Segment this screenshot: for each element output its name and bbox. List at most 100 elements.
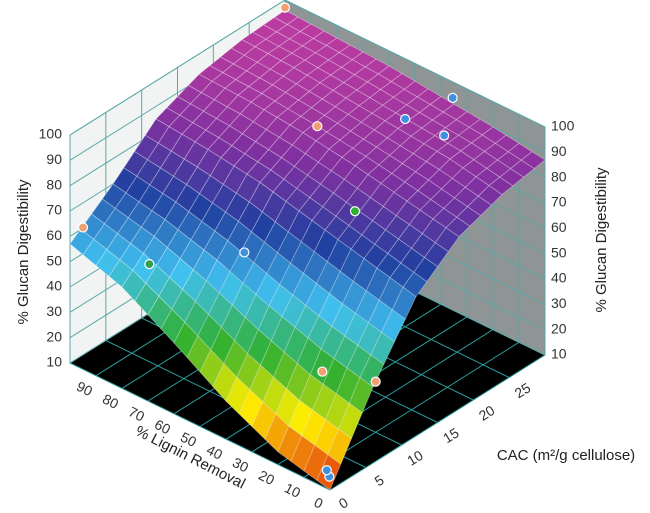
surface-patch [449, 150, 475, 169]
surface-patch [341, 280, 367, 314]
surface-patch [440, 177, 466, 199]
surface-patch [380, 309, 406, 343]
surface-patch [164, 201, 190, 231]
surface-patch [225, 376, 251, 415]
surface-patch [387, 238, 413, 264]
surface-patch [287, 99, 313, 117]
surface-patch [337, 224, 363, 250]
surface-patch [442, 103, 468, 121]
surface-patch [327, 52, 354, 68]
surface-patch [272, 178, 298, 203]
surface-patch [332, 178, 358, 203]
data-point [317, 366, 328, 377]
surface-patch [408, 209, 434, 235]
surface-patch [291, 132, 317, 155]
surface-patch [357, 322, 383, 356]
surface-patch [430, 188, 456, 209]
surface-patch [356, 81, 382, 99]
surface-patch [269, 60, 295, 77]
surface-patch [374, 229, 400, 255]
surface-patch [447, 134, 473, 152]
surface-patch [301, 409, 326, 446]
surface-patch [274, 92, 300, 110]
x-tick-label: 20 [256, 467, 277, 488]
surface-patch [425, 150, 451, 171]
surface-patch [231, 282, 257, 319]
z-tick-label-left: 50 [46, 252, 62, 268]
surface-patch [255, 272, 281, 307]
surface-patch [436, 142, 462, 160]
surface-patch [462, 159, 488, 178]
grid-line [69, 362, 331, 491]
surface-patch [358, 97, 384, 114]
surface-patch [408, 112, 434, 129]
surface-patch [190, 220, 216, 251]
surface-patch [216, 240, 242, 273]
z-tick-label-left: 10 [46, 354, 62, 370]
surface-patch [334, 97, 360, 115]
z-tick-label-left: 60 [46, 227, 62, 243]
z-tick-label-right: 10 [551, 346, 567, 362]
surface-patch [306, 67, 332, 84]
data-point [370, 376, 381, 387]
surface-patch [429, 96, 455, 113]
surface-patch [303, 444, 329, 482]
surface-patch [296, 174, 322, 199]
surface-patch [278, 38, 304, 54]
data-point [144, 259, 155, 270]
surface-patch [322, 357, 348, 395]
surface-patch [338, 402, 363, 440]
surface-patch [397, 224, 423, 249]
surface-patch [267, 45, 293, 62]
surface-patch [290, 435, 316, 472]
surface-patch [335, 367, 361, 404]
surface-patch [390, 73, 416, 90]
surface-patch [366, 73, 393, 91]
z-axis-title-left: % Glucan Digestibility [15, 179, 32, 325]
z-tick-label-left: 70 [46, 202, 62, 218]
surface-patch [280, 144, 306, 167]
surface-patch [386, 128, 412, 147]
surface-patch [280, 52, 306, 69]
surface-patch [129, 226, 155, 254]
z-tick-label-right: 90 [551, 143, 567, 159]
surface-patch [375, 137, 401, 156]
surface-patch [186, 335, 212, 373]
surface-patch [325, 393, 350, 430]
surface-patch [311, 206, 337, 231]
surface-patch [340, 59, 367, 76]
surface-patch [346, 344, 372, 379]
y-tick-label: 20 [476, 402, 498, 424]
surface-patch [271, 75, 298, 93]
surface-patch [365, 267, 391, 301]
surface-patch [445, 216, 471, 238]
z-tick-label-right: 100 [551, 118, 575, 134]
surface-patch [486, 159, 512, 178]
surface-patch [330, 66, 356, 84]
data-point [279, 2, 291, 13]
surface-patch [405, 96, 432, 113]
surface-patch [322, 192, 348, 217]
surface-patch [380, 172, 406, 193]
surface-patch [267, 136, 293, 159]
y-tick-label: 0 [336, 494, 351, 512]
surface-patch [314, 44, 341, 61]
surface-patch [391, 286, 417, 320]
surface-patch [339, 130, 365, 149]
surface-patch [320, 325, 346, 360]
surface-patch [162, 175, 188, 203]
surface-patch [284, 83, 311, 101]
x-tick-label: 70 [126, 403, 147, 424]
surface-patch [371, 205, 397, 231]
surface-patch [391, 163, 417, 183]
surface-patch [258, 68, 285, 86]
surface-patch [438, 158, 464, 179]
surface-patch [251, 401, 277, 440]
surface-patch [421, 218, 447, 244]
surface-patch [475, 167, 501, 187]
surface-patch [369, 89, 395, 106]
surface-patch [361, 220, 387, 245]
surface-patch [317, 59, 343, 76]
surface-patch [466, 195, 492, 217]
surface-patch [313, 229, 339, 263]
